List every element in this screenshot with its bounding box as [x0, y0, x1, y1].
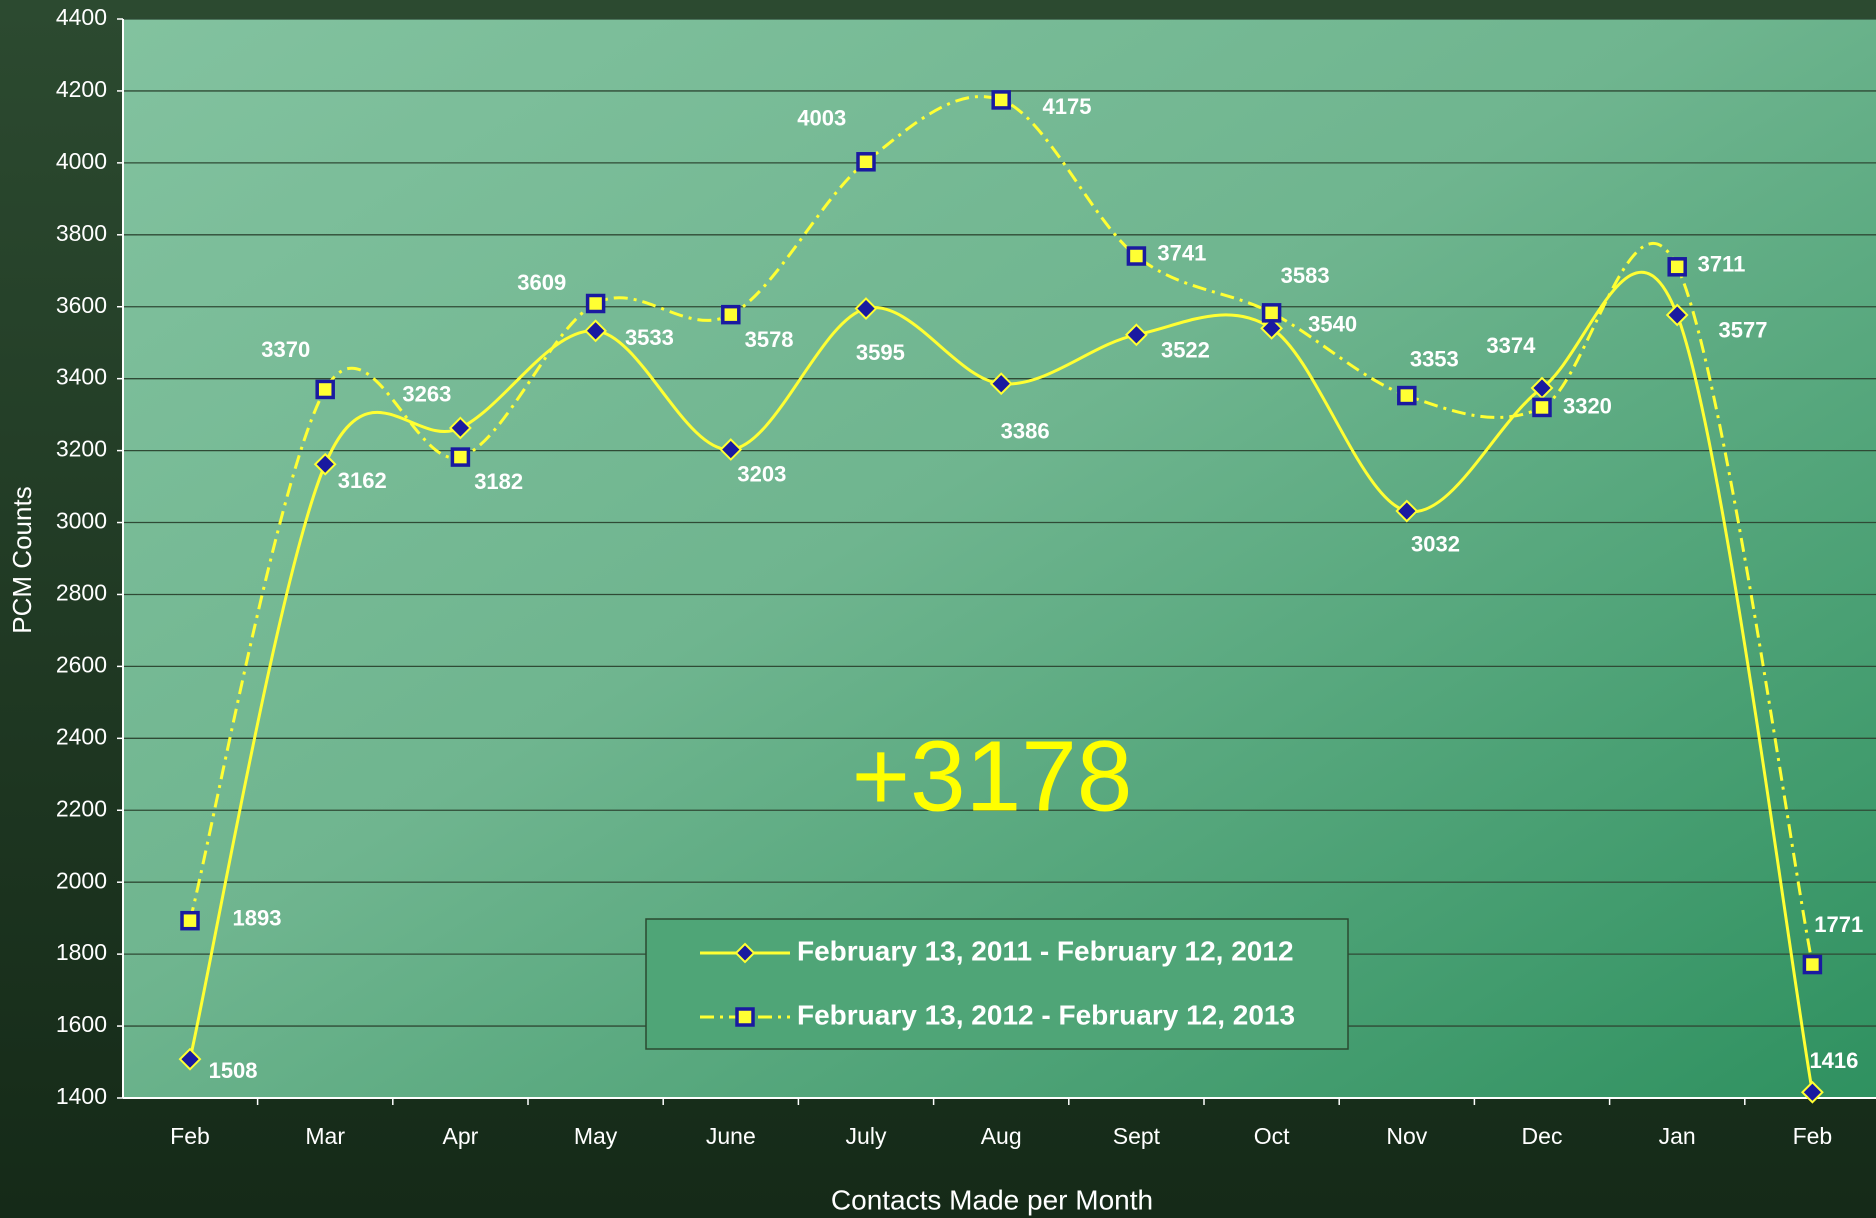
data-label: 3578	[745, 327, 794, 352]
annotation: +3178	[852, 720, 1133, 832]
y-tick-label: 3600	[56, 292, 107, 318]
x-tick-label: Nov	[1386, 1123, 1427, 1149]
data-label: 3583	[1281, 263, 1330, 288]
data-label: 3533	[625, 325, 674, 350]
marker	[1124, 323, 1148, 347]
y-tick-label: 2400	[56, 723, 107, 749]
data-label: 3162	[338, 468, 387, 493]
y-tick-label: 3800	[56, 220, 107, 246]
data-label: 3522	[1161, 337, 1210, 362]
legend-marker	[735, 1007, 755, 1027]
marker	[989, 372, 1013, 396]
data-label: 3374	[1486, 333, 1536, 358]
x-tick-label: Mar	[305, 1123, 345, 1149]
data-label: 1771	[1814, 912, 1863, 937]
marker	[315, 379, 335, 400]
y-tick-label: 1600	[56, 1011, 107, 1037]
data-label: 3032	[1411, 532, 1460, 557]
x-tick-label: Dec	[1522, 1123, 1563, 1149]
data-label: 3320	[1563, 393, 1612, 418]
marker	[1397, 385, 1417, 406]
legend-label: February 13, 2011 - February 12, 2012	[797, 935, 1294, 966]
marker	[1261, 303, 1282, 323]
y-tick-label: 3000	[56, 508, 107, 534]
marker	[1667, 257, 1687, 277]
data-label: 4175	[1043, 94, 1092, 119]
marker	[1395, 499, 1419, 523]
marker	[180, 910, 200, 931]
data-label: 3595	[856, 340, 905, 365]
x-tick-label: May	[574, 1123, 618, 1149]
x-tick-label: Jan	[1659, 1123, 1696, 1149]
y-tick-label: 3400	[56, 364, 107, 390]
x-tick-label: Feb	[170, 1123, 210, 1149]
x-tick-label: Apr	[443, 1123, 479, 1149]
x-tick-label: Sept	[1113, 1123, 1161, 1149]
data-label: 3741	[1157, 241, 1206, 266]
data-label: 3182	[474, 469, 523, 494]
x-tick-label: Aug	[981, 1123, 1022, 1149]
data-label: 1893	[232, 905, 281, 930]
y-tick-label: 2200	[56, 795, 107, 821]
marker	[854, 297, 878, 320]
marker	[856, 152, 876, 172]
data-label: 3540	[1308, 312, 1357, 337]
data-label: 3370	[261, 337, 310, 362]
data-label: 3609	[517, 270, 566, 295]
data-label: 4003	[797, 106, 846, 131]
marker	[1802, 954, 1823, 975]
marker	[1260, 316, 1284, 340]
y-tick-label: 4200	[56, 76, 107, 102]
marker	[1126, 246, 1147, 266]
y-tick-label: 4400	[56, 4, 107, 30]
data-label: 3711	[1698, 251, 1746, 276]
x-tick-label: July	[846, 1123, 887, 1149]
data-label: 3263	[402, 381, 451, 406]
y-tick-label: 2600	[56, 651, 107, 677]
legend-label: February 13, 2012 - February 12, 2013	[797, 999, 1295, 1030]
marker	[1532, 397, 1552, 418]
x-tick-label: Oct	[1254, 1123, 1290, 1149]
y-tick-label: 2800	[56, 580, 107, 606]
marker	[178, 1047, 202, 1071]
legend	[645, 918, 1349, 1050]
marker	[1665, 303, 1689, 327]
marker	[991, 90, 1011, 110]
y-tick-label: 1400	[56, 1083, 107, 1109]
marker	[448, 416, 472, 440]
marker	[450, 447, 471, 467]
x-tick-label: Feb	[1793, 1123, 1833, 1149]
data-label: 3577	[1719, 318, 1768, 343]
x-axis-label: Contacts Made per Month	[831, 1184, 1153, 1215]
marker	[721, 304, 741, 325]
marker	[1800, 1080, 1824, 1104]
data-label: 3386	[1001, 419, 1050, 444]
data-label: 3353	[1410, 347, 1459, 372]
marker	[719, 438, 743, 461]
y-tick-label: 1800	[56, 939, 107, 965]
data-label: 3203	[737, 462, 786, 487]
marker	[584, 319, 608, 343]
plot-area	[123, 19, 1876, 1098]
data-label: 1416	[1809, 1048, 1858, 1073]
x-tick-label: June	[706, 1123, 756, 1149]
legend-marker	[734, 942, 756, 964]
marker	[313, 452, 337, 476]
y-tick-label: 4000	[56, 148, 107, 174]
y-tick-label: 2000	[56, 867, 107, 893]
y-axis-label: PCM Counts	[7, 486, 37, 633]
data-label: 1508	[209, 1058, 258, 1083]
y-tick-label: 3200	[56, 436, 107, 462]
marker	[585, 293, 606, 314]
